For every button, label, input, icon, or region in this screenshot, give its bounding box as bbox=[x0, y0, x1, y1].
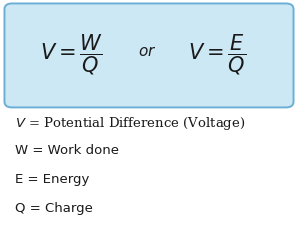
Text: $\mathit{V} = \dfrac{W}{Q}$: $\mathit{V} = \dfrac{W}{Q}$ bbox=[40, 32, 103, 76]
Text: $\mathit{or}$: $\mathit{or}$ bbox=[138, 45, 157, 59]
Text: Q = Charge: Q = Charge bbox=[15, 202, 93, 215]
Text: $\mathit{V} = \dfrac{E}{Q}$: $\mathit{V} = \dfrac{E}{Q}$ bbox=[188, 32, 247, 76]
Text: $\mathit{V}$ = Potential Difference (Voltage): $\mathit{V}$ = Potential Difference (Vol… bbox=[15, 116, 245, 133]
Text: W = Work done: W = Work done bbox=[15, 144, 119, 157]
Text: E = Energy: E = Energy bbox=[15, 173, 89, 186]
FancyBboxPatch shape bbox=[4, 3, 294, 107]
